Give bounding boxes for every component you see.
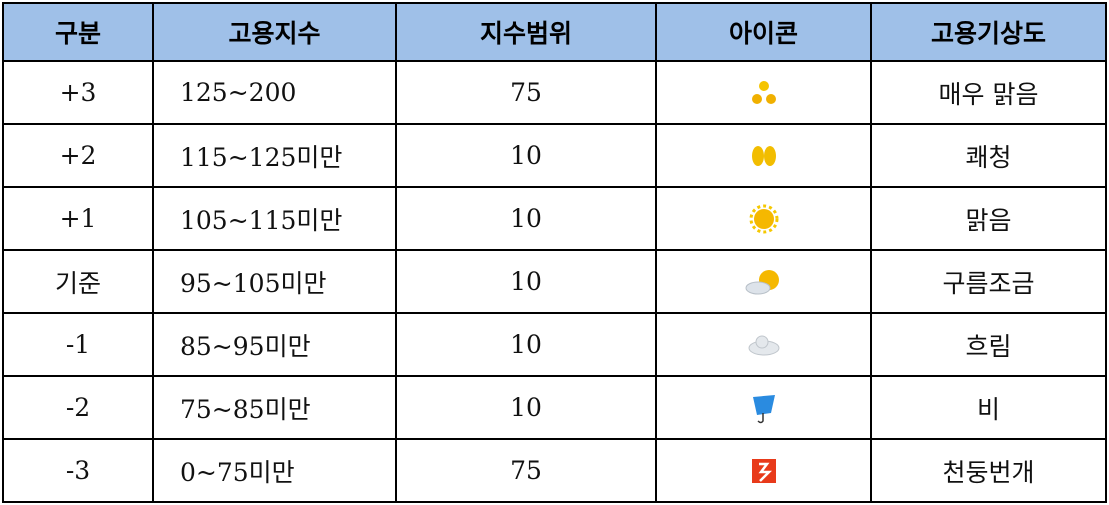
- icon-thunder: [751, 458, 776, 483]
- header-cell: 구분: [2, 2, 154, 62]
- table-row: +3 125~200 75 매우 맑음: [2, 60, 1107, 125]
- grade-cell: 기준: [2, 249, 154, 314]
- icon-sunny: [749, 204, 778, 233]
- icon-cell: [655, 186, 872, 251]
- range-cell: 75: [395, 438, 657, 503]
- table-row: +1 105~115미만 10 맑음: [2, 186, 1107, 251]
- range-cell: 10: [395, 375, 657, 440]
- table-row: -3 0~75미만 75 천둥번개: [2, 438, 1107, 503]
- table-row: -2 75~85미만 10 비: [2, 375, 1107, 440]
- weather-cell: 천둥번개: [870, 438, 1107, 503]
- header-cell: 아이콘: [655, 2, 872, 62]
- index-cell: 115~125미만: [152, 123, 397, 188]
- weather-cell: 매우 맑음: [870, 60, 1107, 125]
- grade-cell: +1: [2, 186, 154, 251]
- icon-cell: [655, 438, 872, 503]
- header-cell: 고용지수: [152, 2, 397, 62]
- icon-very-clear: [751, 80, 776, 104]
- weather-cell: 구름조금: [870, 249, 1107, 314]
- index-cell: 95~105미만: [152, 249, 397, 314]
- index-cell: 85~95미만: [152, 312, 397, 377]
- icon-partly-cloudy: [745, 269, 779, 294]
- weather-cell: 흐림: [870, 312, 1107, 377]
- index-cell: 75~85미만: [152, 375, 397, 440]
- table-body: +3 125~200 75 매우 맑음 +2 115~125미만 10 쾌청 +1 105~115…: [2, 60, 1107, 503]
- grade-cell: -2: [2, 375, 154, 440]
- range-cell: 10: [395, 123, 657, 188]
- header-cell: 지수범위: [395, 2, 657, 62]
- icon-cell: [655, 123, 872, 188]
- table-header: 구분 고용지수 지수범위 아이콘 고용기상도: [2, 2, 1107, 62]
- grade-cell: -3: [2, 438, 154, 503]
- icon-fine: [751, 145, 776, 166]
- weather-cell: 비: [870, 375, 1107, 440]
- grade-cell: +2: [2, 123, 154, 188]
- header-row: 구분 고용지수 지수범위 아이콘 고용기상도: [2, 2, 1107, 62]
- icon-cloudy: [748, 335, 779, 355]
- weather-cell: 쾌청: [870, 123, 1107, 188]
- index-cell: 125~200: [152, 60, 397, 125]
- range-cell: 10: [395, 312, 657, 377]
- icon-cell: [655, 60, 872, 125]
- index-cell: 0~75미만: [152, 438, 397, 503]
- table-row: -1 85~95미만 10 흐림: [2, 312, 1107, 377]
- grade-cell: +3: [2, 60, 154, 125]
- table-row: 기준 95~105미만 10 구름조금: [2, 249, 1107, 314]
- icon-cell: [655, 375, 872, 440]
- icon-cell: [655, 312, 872, 377]
- weather-cell: 맑음: [870, 186, 1107, 251]
- icon-rain: [752, 394, 775, 423]
- index-cell: 105~115미만: [152, 186, 397, 251]
- header-cell: 고용기상도: [870, 2, 1107, 62]
- range-cell: 10: [395, 186, 657, 251]
- table-row: +2 115~125미만 10 쾌청: [2, 123, 1107, 188]
- range-cell: 75: [395, 60, 657, 125]
- icon-cell: [655, 249, 872, 314]
- range-cell: 10: [395, 249, 657, 314]
- grade-cell: -1: [2, 312, 154, 377]
